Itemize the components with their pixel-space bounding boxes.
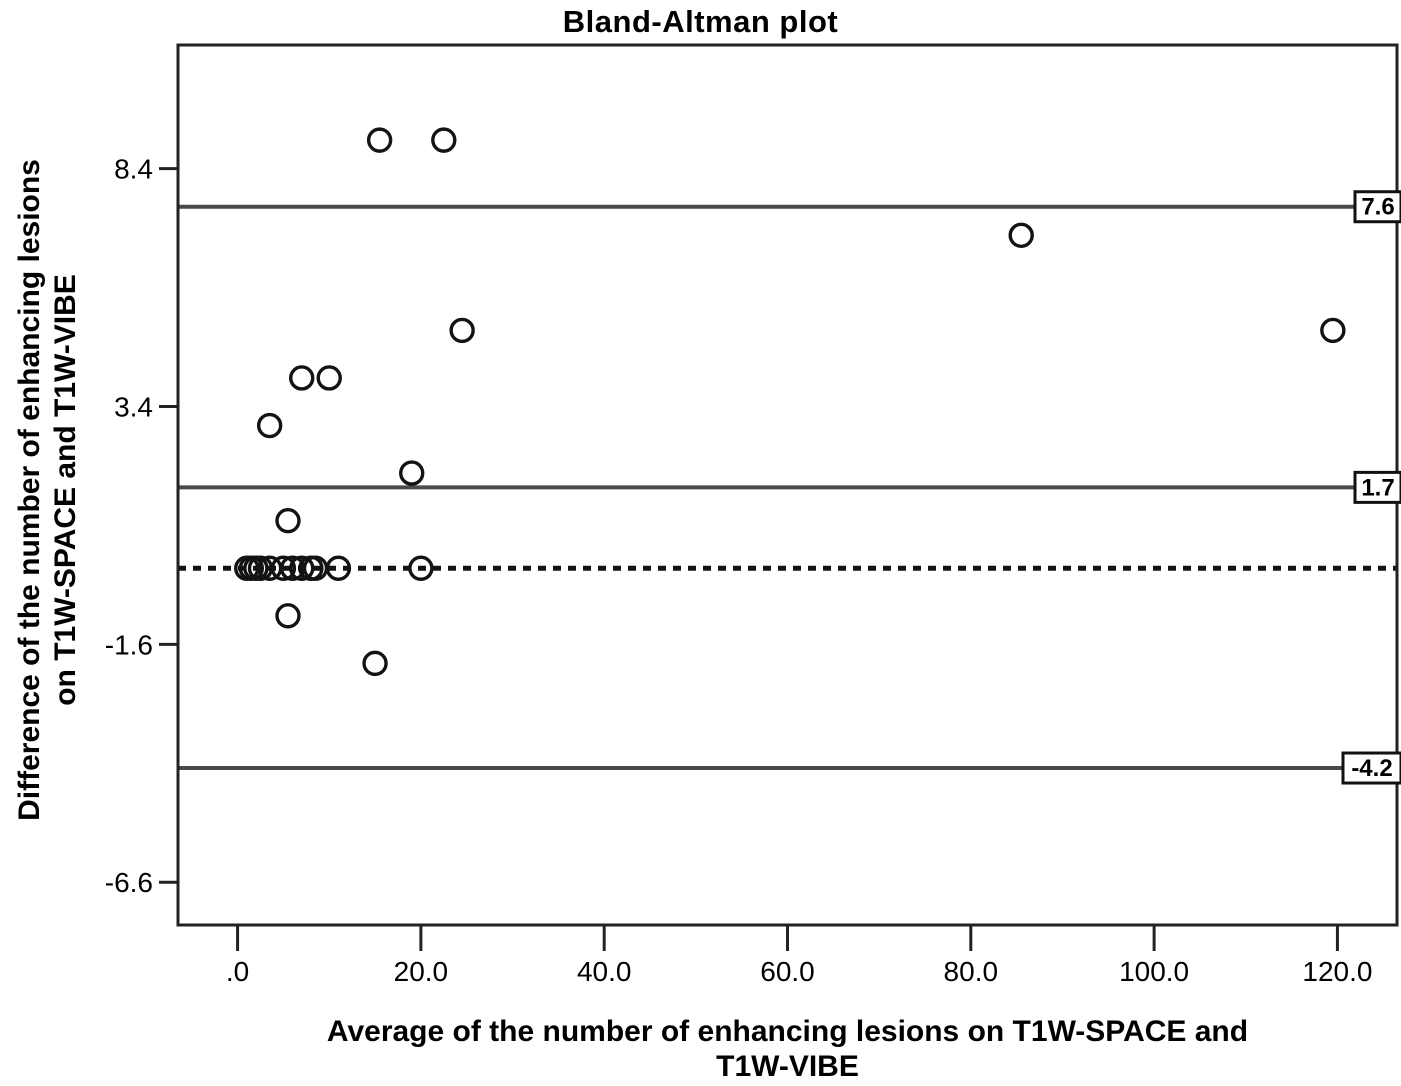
data-point [431, 127, 457, 153]
data-point [449, 317, 475, 344]
lower-limit-line-label: -4.2 [1351, 755, 1392, 782]
y-tick-label: 3.4 [114, 392, 153, 423]
y-tick-label: -6.6 [105, 867, 153, 898]
data-point [256, 412, 283, 439]
upper-limit-line-label-box [1353, 190, 1401, 224]
y-tick-label: -1.6 [105, 629, 153, 660]
lower-limit-line-label-box [1341, 751, 1401, 785]
x-tick-label: 40.0 [577, 956, 632, 987]
data-point [275, 603, 301, 629]
data-point [270, 555, 297, 581]
data-point [289, 555, 315, 581]
mean-line-label: 1.7 [1361, 474, 1394, 501]
data-point [325, 555, 352, 581]
x-tick-label: .0 [226, 956, 249, 987]
upper-limit-line-label: 7.6 [1361, 194, 1394, 221]
y-tick-label: 8.4 [114, 154, 153, 185]
x-axis-title-line2: T1W-VIBE [716, 1050, 859, 1083]
data-point [289, 365, 315, 391]
data-point [362, 650, 388, 677]
mean-line-label-box [1353, 470, 1401, 504]
x-tick-label: 100.0 [1119, 956, 1189, 987]
x-tick-label: 60.0 [760, 956, 815, 987]
plot-frame [176, 43, 1399, 927]
data-point [408, 555, 434, 581]
x-axis-title-line1: Average of the number of enhancing lesio… [326, 1015, 1249, 1048]
x-tick-label: 20.0 [394, 956, 449, 987]
chart-title: Bland-Altman plot [562, 4, 839, 39]
x-axis-title: Average of the number of enhancing lesio… [178, 1014, 1397, 1084]
data-point [1320, 317, 1346, 344]
data-point [275, 507, 301, 534]
data-point [1008, 222, 1034, 248]
data-point [316, 365, 342, 391]
data-point [366, 127, 393, 153]
data-point [399, 460, 425, 486]
x-tick-label: 80.0 [944, 956, 999, 987]
x-tick-label: 120.0 [1302, 956, 1372, 987]
